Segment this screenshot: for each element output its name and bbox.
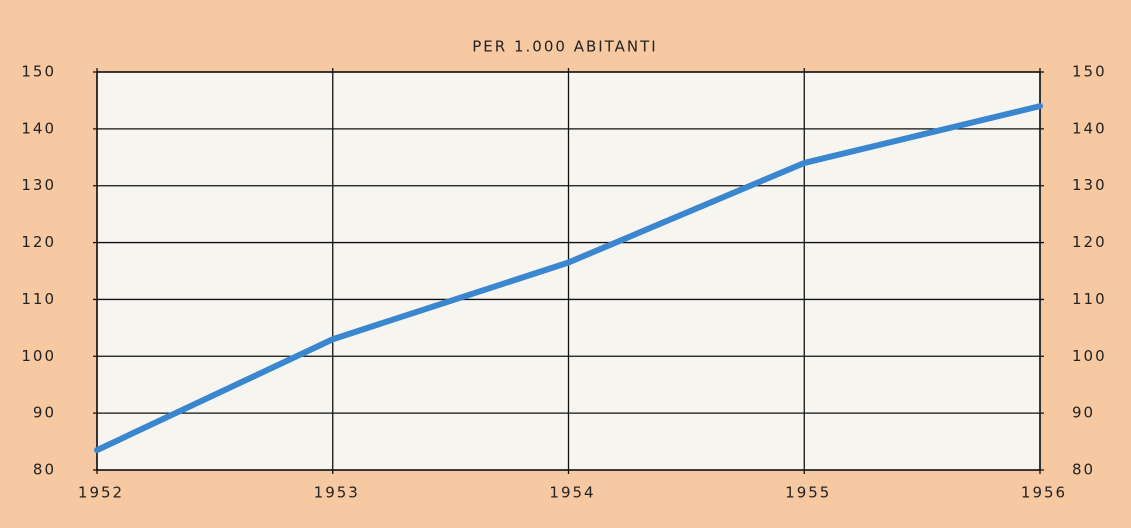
y-tick-label: 100 — [21, 347, 56, 365]
y2-tick-label: 130 — [1072, 176, 1107, 194]
y-tick-label: 110 — [21, 290, 56, 308]
y-tick-label: 120 — [21, 233, 56, 251]
y2-tick-label: 140 — [1072, 119, 1107, 137]
y-tick-label: 130 — [21, 176, 56, 194]
line — [94, 103, 1043, 454]
x-tick-label: 1955 — [785, 484, 831, 502]
x-tick-label: 1952 — [78, 484, 124, 502]
y-tick-label: 90 — [33, 404, 56, 422]
y2-tick-label: 100 — [1072, 347, 1107, 365]
y2-tick-label: 90 — [1072, 404, 1095, 422]
x-tick-label: 1953 — [314, 484, 360, 502]
y-tick-label: 140 — [21, 119, 56, 137]
y2-tick-label: 120 — [1072, 233, 1107, 251]
y2-tick-label: 80 — [1072, 461, 1095, 479]
y-tick-label: 80 — [33, 461, 56, 479]
y2-tick-label: 110 — [1072, 290, 1107, 308]
y-tick-label: 150 — [21, 63, 56, 81]
plot-border — [96, 71, 1041, 471]
x-tick-label: 1956 — [1021, 484, 1067, 502]
y2-tick-label: 150 — [1072, 63, 1107, 81]
chart-title: PER 1.000 ABITANTI — [472, 38, 657, 56]
x-tick-label: 1954 — [549, 484, 595, 502]
